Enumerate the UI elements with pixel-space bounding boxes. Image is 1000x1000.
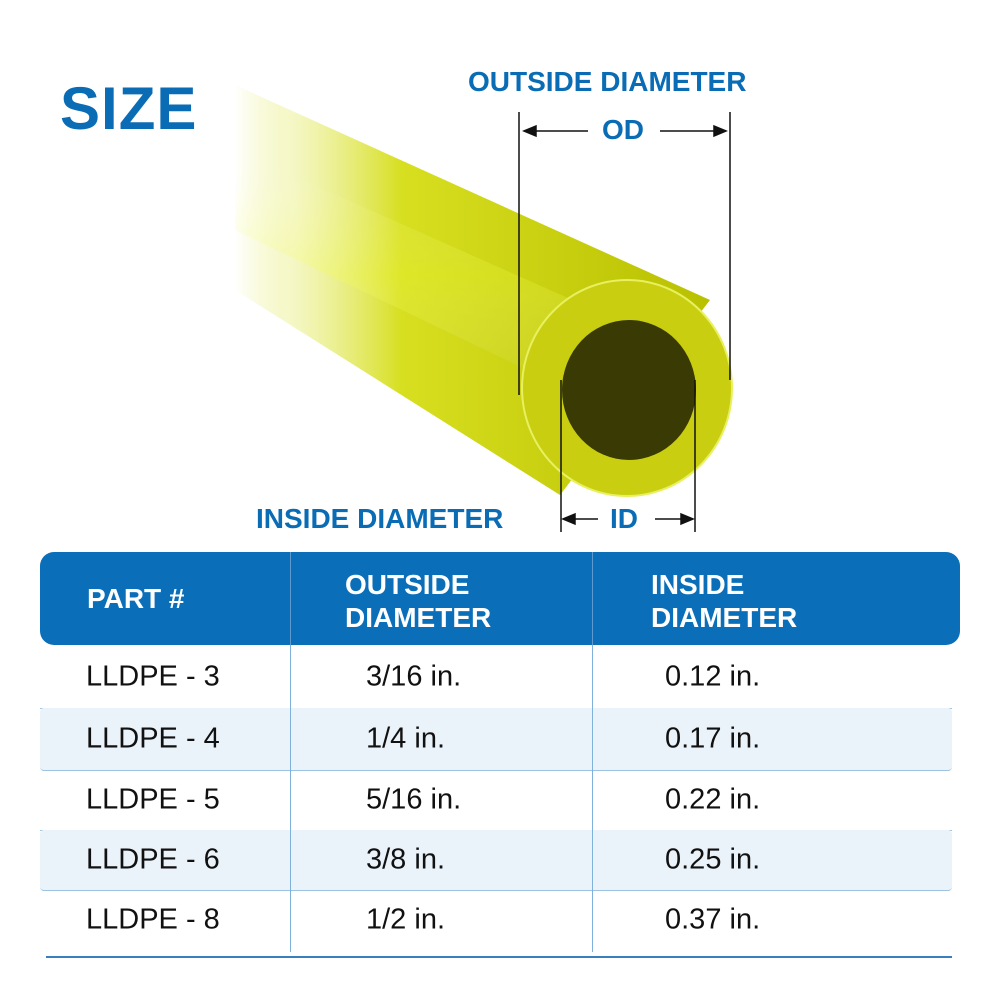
table-row: LLDPE - 5 5/16 in. 0.22 in.	[40, 770, 952, 831]
od-abbreviation: OD	[602, 114, 644, 145]
column-divider	[290, 645, 291, 952]
inside-diameter: 0.12 in.	[665, 660, 761, 692]
header-outside-diameter-line2: DIAMETER	[345, 602, 492, 633]
id-abbreviation: ID	[610, 503, 638, 534]
header-part-number: PART #	[87, 583, 185, 614]
page-title: SIZE	[60, 75, 198, 142]
table-row: LLDPE - 4 1/4 in. 0.17 in.	[40, 708, 952, 771]
dimension-lines	[518, 112, 731, 532]
part-number: LLDPE - 5	[86, 783, 220, 816]
inside-diameter: 0.37 in.	[665, 903, 761, 936]
part-number: LLDPE - 6	[86, 843, 220, 876]
part-number: LLDPE - 4	[86, 722, 220, 755]
outside-diameter: 3/8 in.	[366, 843, 445, 876]
header-outside-diameter-line1: OUTSIDE	[345, 569, 470, 600]
inside-diameter: 0.22 in.	[665, 783, 761, 816]
table-header: PART # OUTSIDE DIAMETER INSIDE DIAMETER	[40, 552, 960, 645]
column-divider	[592, 645, 593, 952]
table-bottom-rule	[46, 956, 952, 958]
header-inside-diameter-line2: DIAMETER	[651, 602, 798, 633]
outside-diameter: 3/16 in.	[366, 660, 462, 692]
outside-diameter-label: OUTSIDE DIAMETER	[468, 66, 747, 97]
tube-diagram	[235, 85, 733, 532]
table-row: LLDPE - 3 3/16 in. 0.12 in.	[40, 645, 952, 709]
inside-diameter-label: INSIDE DIAMETER	[256, 503, 504, 534]
outside-diameter: 1/4 in.	[366, 722, 445, 755]
inside-diameter: 0.25 in.	[665, 843, 761, 876]
outside-diameter: 5/16 in.	[366, 783, 462, 816]
outside-diameter: 1/2 in.	[366, 903, 445, 936]
table-row: LLDPE - 8 1/2 in. 0.37 in.	[40, 890, 952, 950]
header-inside-diameter-line1: INSIDE	[651, 569, 745, 600]
part-number: LLDPE - 3	[86, 660, 220, 692]
part-number: LLDPE - 8	[86, 903, 220, 936]
inside-diameter: 0.17 in.	[665, 722, 761, 755]
table-row: LLDPE - 6 3/8 in. 0.25 in.	[40, 830, 952, 891]
tube-bore	[562, 320, 696, 460]
